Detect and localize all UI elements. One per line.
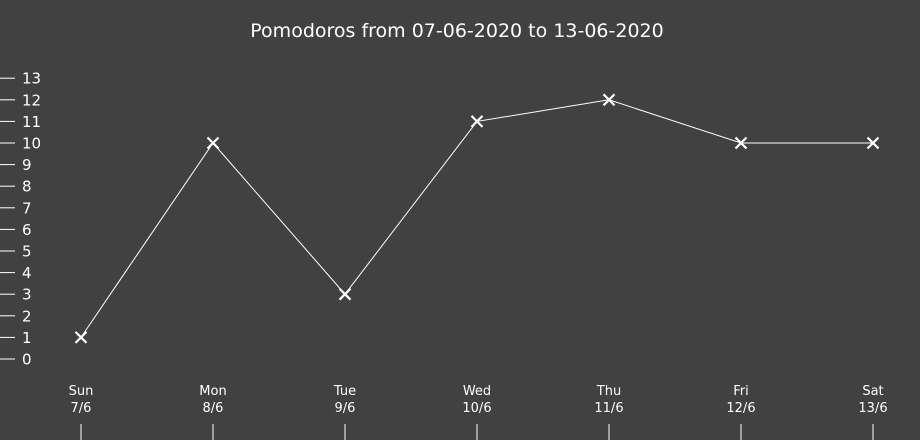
data-point-marker [602,93,616,107]
x-tick-label-date: 8/6 [203,401,224,416]
x-tick-label-day: Tue [333,384,356,399]
y-tick-label: 1 [22,329,32,347]
data-point-marker [74,331,88,344]
data-point-marker [470,115,484,128]
x-tick-label-date: 11/6 [594,401,623,416]
x-tick-label-day: Sun [69,384,94,399]
x-tick-label-date: 13/6 [858,401,887,416]
x-tick-label-day: Fri [733,384,749,399]
x-tick-label-day: Thu [596,384,621,399]
plot-area [74,93,880,344]
y-tick-label: 13 [22,70,41,88]
x-tick-label-date: 7/6 [71,401,92,416]
data-point-marker [338,287,352,301]
x-tick-label-day: Mon [199,384,226,399]
x-tick-label-date: 9/6 [335,401,356,416]
chart-title: Pomodoros from 07-06-2020 to 13-06-2020 [250,20,663,42]
x-tick-label-date: 12/6 [726,401,755,416]
y-tick-label: 3 [22,286,32,304]
x-tick-label-date: 10/6 [462,401,491,416]
x-tick-label-day: Wed [463,384,491,399]
y-tick-label: 9 [22,156,32,174]
series-line [80,99,873,338]
y-tick-label: 8 [22,178,32,196]
x-tick-label-day: Sat [862,384,883,399]
data-point-marker [206,136,220,150]
y-tick-label: 7 [22,199,32,217]
data-point-marker [866,136,880,150]
y-tick-label: 10 [22,135,41,153]
x-axis: Sun 7/6 Mon 8/6 Tue 9/6 Wed 10/6 Thu 11/6 Fri 12/6 S… [69,384,888,440]
data-point-marker [734,136,748,150]
y-tick-label: 11 [22,113,41,131]
y-tick-label: 0 [22,351,32,369]
y-tick-label: 5 [22,243,32,261]
y-tick-label: 12 [22,91,41,109]
y-tick-label: 2 [22,307,32,325]
y-tick-label: 6 [22,221,32,239]
y-tick-label: 4 [22,264,32,282]
